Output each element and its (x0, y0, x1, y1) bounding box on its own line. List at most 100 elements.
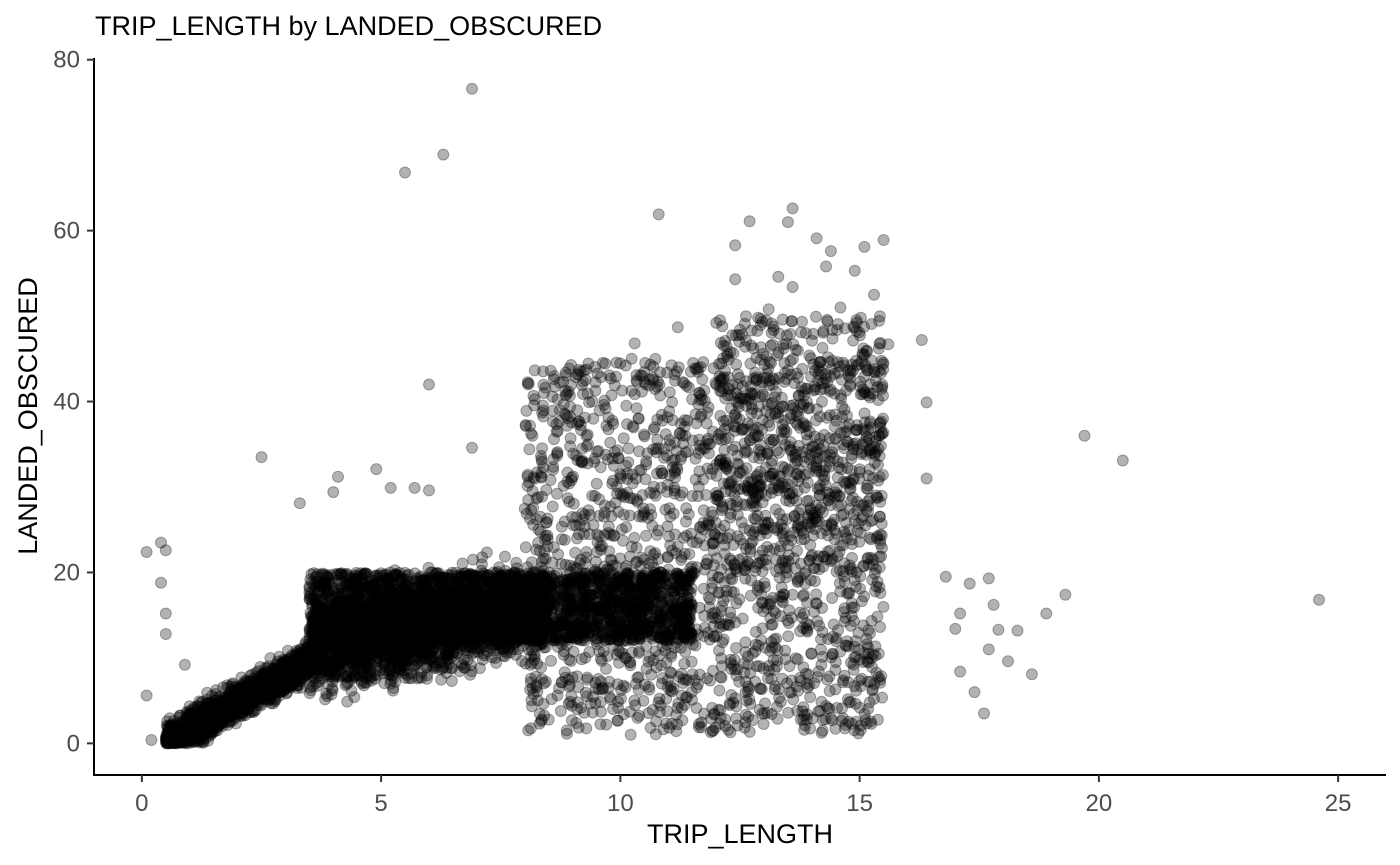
data-point (263, 677, 276, 690)
data-point (277, 684, 290, 697)
data-point (281, 660, 294, 672)
data-point (286, 660, 299, 672)
data-point (260, 690, 273, 703)
data-point (226, 708, 239, 721)
data-point (171, 731, 183, 743)
data-point (236, 687, 249, 700)
data-point (480, 546, 493, 559)
data-point (256, 673, 269, 686)
data-point (180, 711, 193, 724)
data-point (251, 684, 263, 697)
data-point (242, 683, 254, 696)
data-point (274, 661, 287, 674)
data-point (303, 664, 315, 677)
data-point (300, 653, 313, 666)
data-point (297, 661, 310, 674)
data-point (217, 693, 230, 706)
data-point (247, 682, 260, 695)
data-point (255, 683, 268, 696)
data-point (252, 683, 265, 696)
data-point (244, 696, 257, 709)
data-point (193, 706, 206, 719)
data-point (189, 724, 201, 737)
data-point (239, 692, 252, 705)
data-point (172, 724, 184, 737)
data-point (435, 673, 448, 686)
data-point (222, 695, 235, 708)
data-point (219, 699, 232, 712)
data-point (260, 672, 273, 685)
data-point (164, 732, 177, 745)
data-point (259, 670, 272, 683)
data-point (202, 705, 215, 718)
data-point (243, 683, 256, 695)
data-point (192, 709, 205, 722)
data-point (164, 735, 177, 748)
data-point (211, 706, 224, 719)
data-point (204, 697, 217, 710)
data-point (255, 674, 268, 687)
data-point (280, 662, 293, 675)
data-point (280, 671, 293, 684)
data-point (203, 702, 216, 715)
data-point (245, 706, 258, 718)
data-point (241, 692, 254, 705)
data-point (214, 696, 226, 709)
data-point (185, 708, 198, 721)
data-point (214, 699, 227, 712)
data-point (286, 678, 298, 691)
data-point (256, 671, 268, 683)
data-point (290, 646, 303, 659)
data-point (229, 695, 242, 708)
data-point (227, 713, 240, 726)
data-point (247, 672, 260, 685)
data-point (272, 676, 285, 689)
data-point (228, 707, 241, 720)
data-point (441, 652, 454, 665)
data-point (281, 674, 293, 686)
data-point (294, 662, 307, 675)
data-point (170, 734, 183, 747)
data-point (168, 728, 181, 741)
data-point (166, 720, 178, 733)
data-point (230, 693, 243, 706)
data-point (200, 714, 213, 727)
data-point (293, 679, 305, 691)
data-point (396, 652, 409, 665)
data-point (246, 689, 258, 702)
data-point (165, 736, 178, 749)
data-point (309, 657, 322, 670)
data-point (210, 721, 223, 734)
data-point (232, 698, 245, 711)
data-point (336, 669, 349, 681)
data-point (288, 658, 301, 671)
data-point (295, 665, 308, 678)
data-point (271, 675, 284, 688)
data-point (184, 709, 197, 722)
data-point (253, 678, 266, 691)
data-point (301, 646, 314, 659)
data-point (247, 691, 260, 704)
data-point (287, 673, 300, 686)
data-point (163, 736, 176, 749)
data-point (299, 651, 312, 664)
data-point (298, 649, 311, 662)
data-point (249, 694, 262, 707)
data-point (294, 663, 307, 676)
data-point (277, 677, 290, 690)
data-point (384, 658, 397, 671)
data-point (275, 679, 288, 692)
data-point (294, 661, 307, 674)
data-point (216, 707, 228, 719)
data-point (288, 666, 300, 679)
data-point (223, 699, 236, 712)
data-point (294, 656, 306, 669)
data-point (411, 672, 424, 685)
data-point (199, 727, 212, 740)
data-point (237, 676, 250, 689)
data-point (244, 687, 257, 700)
data-point (216, 709, 229, 722)
data-point (191, 722, 204, 735)
data-point (230, 691, 243, 704)
data-point (256, 669, 269, 681)
